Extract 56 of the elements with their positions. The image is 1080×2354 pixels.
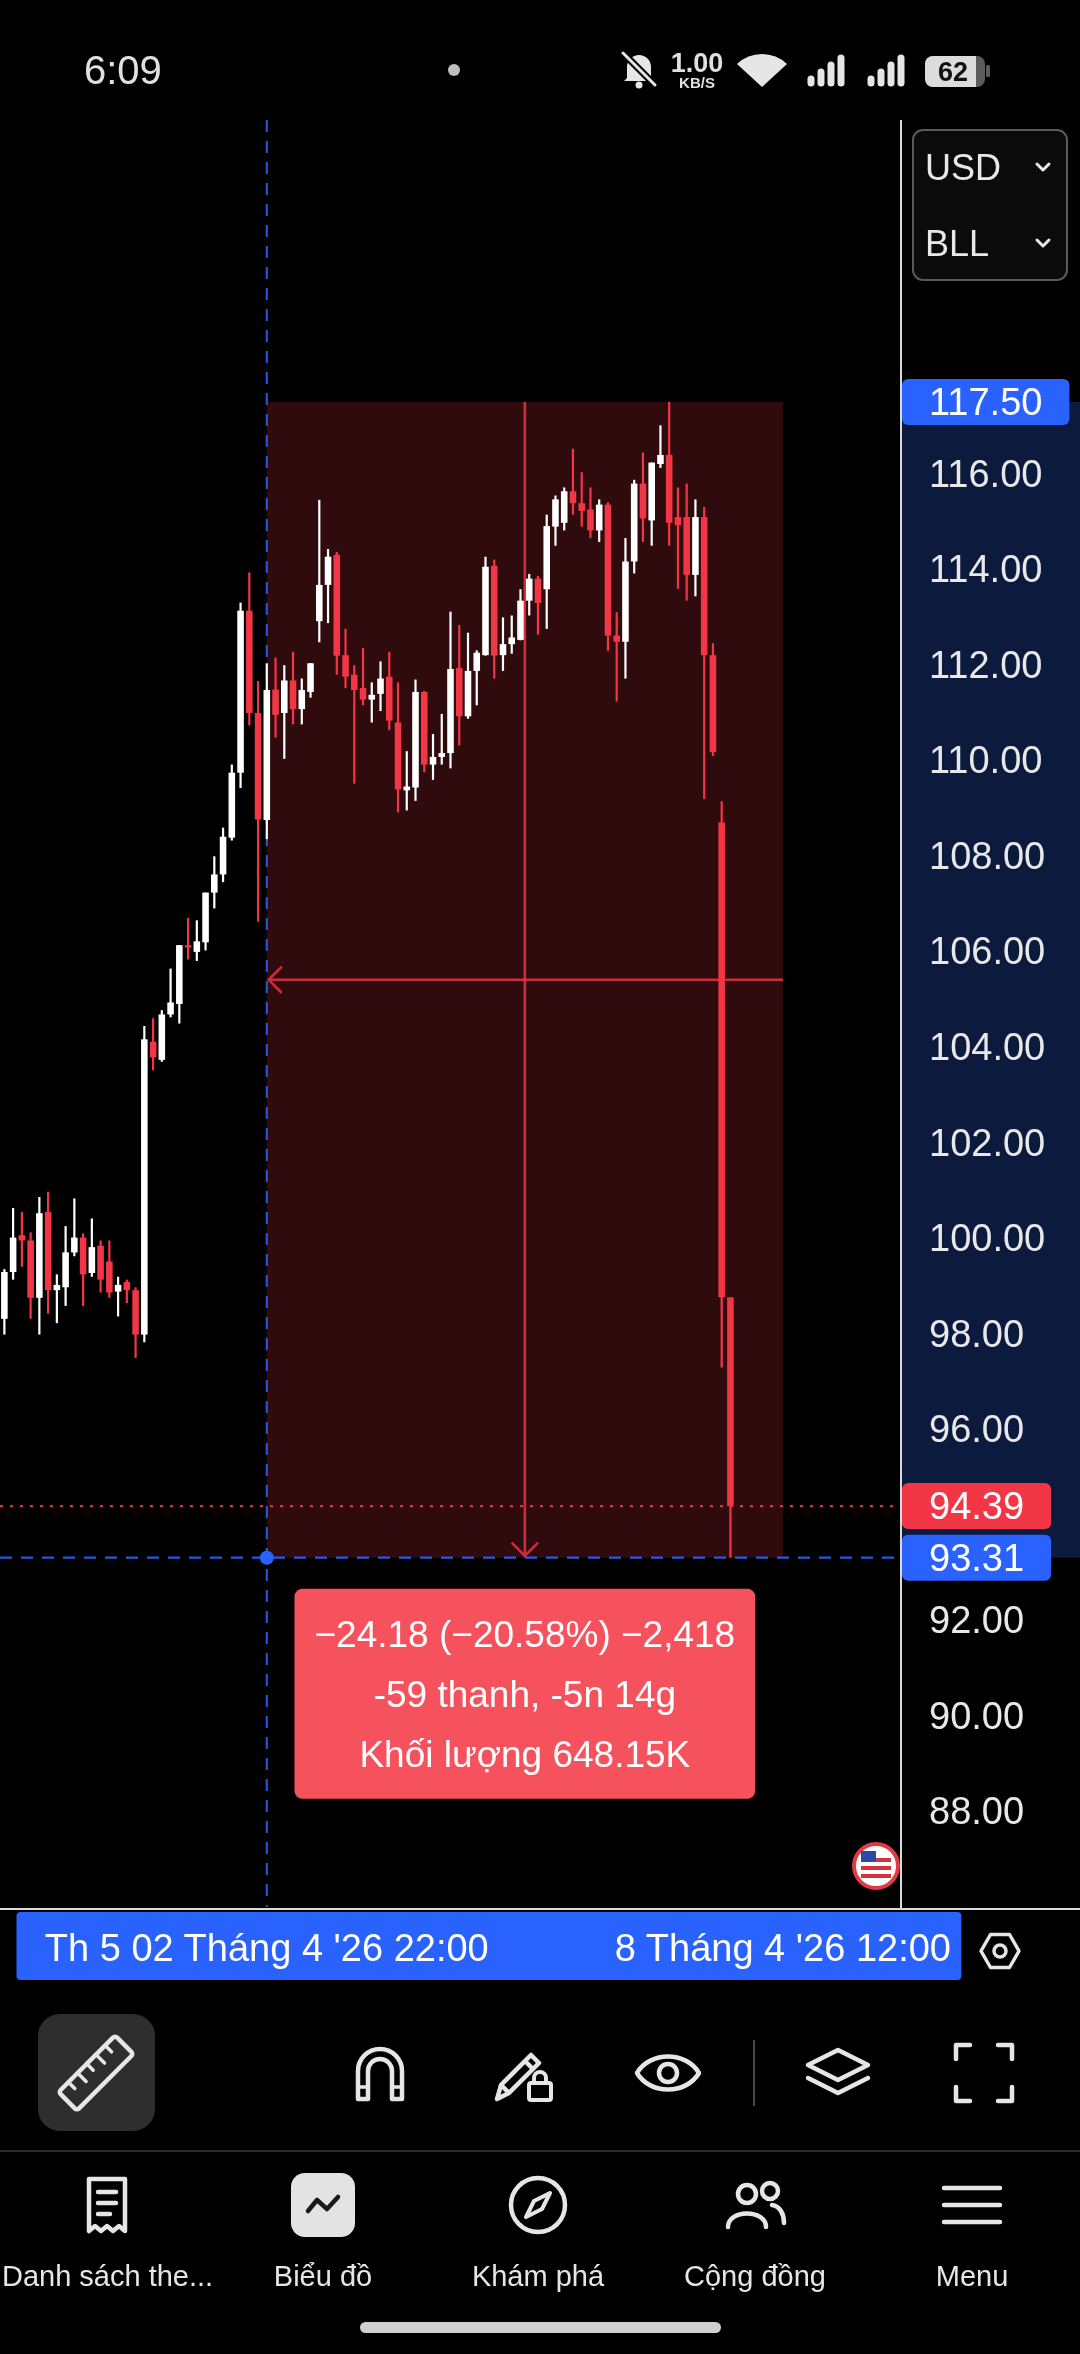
candlestick [578, 471, 585, 528]
candlestick [438, 712, 446, 766]
candlestick [508, 614, 516, 655]
candlestick [351, 664, 358, 785]
candlestick [167, 967, 174, 1019]
annotation: Khối lượng 648.15K [359, 1734, 691, 1776]
y-tick-label: 98.00 [929, 1312, 1025, 1355]
candlestick [184, 916, 192, 961]
y-tick-label: 90.00 [929, 1694, 1025, 1737]
y-tick-label: 116.00 [929, 452, 1043, 495]
x-tick-label: Th 5 02 Tháng 4 '26 22:00 [44, 1926, 489, 1969]
y-tick-label: 117.50 [929, 380, 1043, 423]
y-tick-label: 102.00 [929, 1121, 1046, 1164]
annotation: -59 thanh, -5n 14g [373, 1674, 677, 1716]
y-tick-label: 112.00 [929, 643, 1043, 686]
candlestick [429, 732, 437, 781]
candlestick [674, 486, 682, 590]
candlestick [359, 646, 367, 707]
candlestick [657, 424, 664, 469]
text: 6:09 [84, 48, 162, 92]
y-tick-label: 110.00 [929, 739, 1043, 782]
text: Biểu đồ [273, 2260, 373, 2292]
text: Menu [935, 2260, 1009, 2292]
ref-line-label: 94.39 [929, 1485, 1025, 1528]
y-tick-label: 104.00 [929, 1025, 1046, 1068]
text: BLL [925, 222, 990, 264]
y-tick-label: 114.00 [929, 548, 1043, 591]
candlestick [587, 486, 594, 540]
candlestick [71, 1197, 78, 1258]
text: Khám phá [471, 2260, 605, 2292]
ref-line-label: 93.31 [929, 1536, 1025, 1579]
x-tick-label: 8 Tháng 4 '26 12:00 [614, 1926, 951, 1969]
annotation: −24.18 (−20.58%) −2,418 [314, 1614, 736, 1656]
candlestick [342, 627, 349, 690]
candlestick [499, 616, 507, 673]
text: Danh sách the... [2, 2260, 214, 2292]
text: Cộng đồng [684, 2260, 826, 2292]
candlestick [377, 660, 384, 713]
text: 62 [937, 57, 969, 87]
candlestick [211, 855, 218, 910]
text: USD [925, 146, 1002, 188]
candlestick [525, 572, 533, 617]
candlestick [473, 649, 481, 707]
candlestick [193, 919, 201, 963]
y-tick-label: 92.00 [929, 1599, 1025, 1642]
y-tick-label: 100.00 [929, 1217, 1046, 1260]
candlestick [114, 1275, 122, 1318]
candlestick [298, 677, 306, 726]
candlestick [368, 681, 376, 724]
y-tick-label: 88.00 [929, 1790, 1025, 1833]
y-tick-label: 106.00 [929, 930, 1046, 973]
y-tick-label: 108.00 [929, 834, 1046, 877]
candlestick [613, 611, 620, 703]
candlestick [123, 1278, 131, 1305]
y-tick-label: 96.00 [929, 1408, 1025, 1451]
candlestick [569, 447, 577, 516]
